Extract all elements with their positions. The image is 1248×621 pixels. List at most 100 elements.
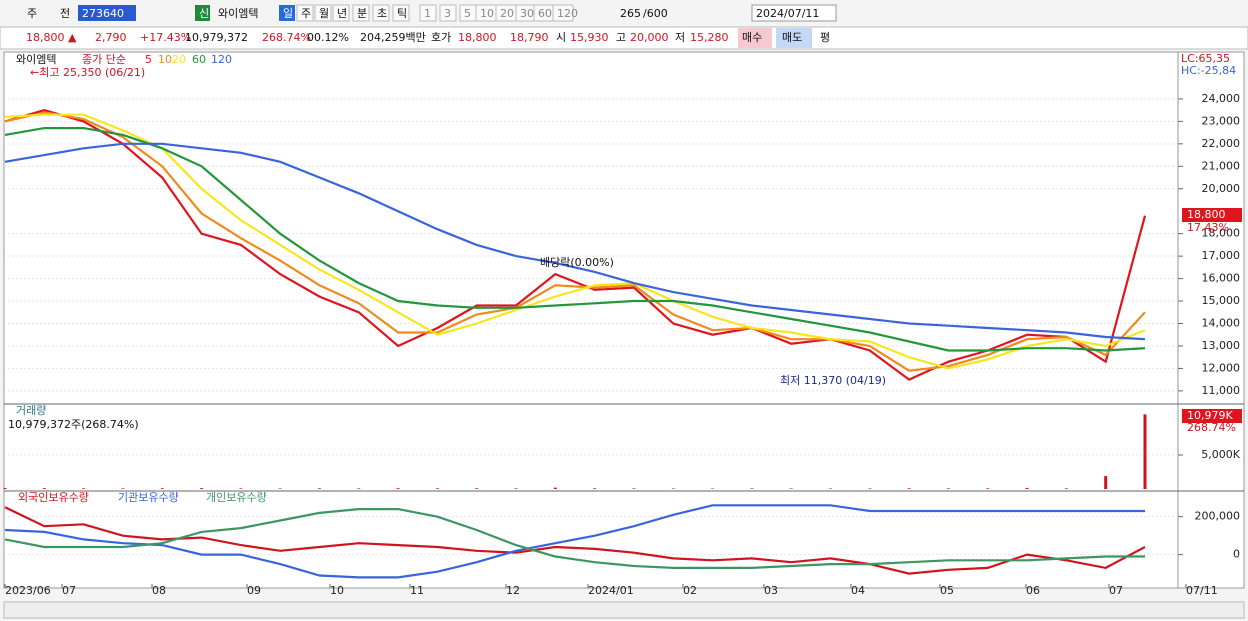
x-tick-label: 07 xyxy=(1109,584,1123,597)
info-text: +17.43% xyxy=(140,31,191,44)
x-tick-label: 06 xyxy=(1026,584,1040,597)
toolbar-text[interactable]: 5 xyxy=(464,7,471,20)
y-tick-label: 16,000 xyxy=(1202,272,1241,285)
period-button[interactable] xyxy=(314,4,332,22)
x-tick-label: 04 xyxy=(851,584,865,597)
plot-area xyxy=(3,51,1179,589)
toolbar-text[interactable]: 전 xyxy=(60,7,70,20)
x-tick-label: 10 xyxy=(330,584,344,597)
period-button[interactable] xyxy=(552,4,574,22)
y-tick-label: 12,000 xyxy=(1202,361,1241,374)
y-tick-label: 11,000 xyxy=(1202,384,1241,397)
price-badge xyxy=(1182,208,1242,222)
x-tick-label: 12 xyxy=(506,584,520,597)
volume-bar xyxy=(671,488,675,489)
volume-bar xyxy=(239,488,243,489)
y-tick-label: 22,000 xyxy=(1202,137,1241,150)
y-tick-label: 14,000 xyxy=(1202,317,1241,330)
x-tick-label: 07/11 xyxy=(1186,584,1218,597)
volume-bar xyxy=(553,487,557,489)
toolbar-text[interactable]: 3 xyxy=(444,7,451,20)
sell-button[interactable] xyxy=(776,28,812,48)
date-input[interactable] xyxy=(751,4,837,22)
period-selected[interactable] xyxy=(279,5,295,21)
panel-title: 거래량 xyxy=(16,404,46,417)
info-text: 00.12% xyxy=(307,31,349,44)
y-tick-label: 24,000 xyxy=(1202,92,1241,105)
panel-subtitle: 종가 단순 xyxy=(82,53,126,66)
period-button[interactable] xyxy=(439,4,457,22)
info-bar xyxy=(0,26,1248,50)
annotation: 268.74% xyxy=(1187,421,1236,434)
info-text: 204,259백만 xyxy=(360,31,426,44)
toolbar-text[interactable]: 분 xyxy=(357,7,367,20)
toolbar-text[interactable]: 년 xyxy=(337,7,347,20)
series-line xyxy=(4,111,1146,372)
volume-bar xyxy=(514,488,518,489)
toolbar-text[interactable]: 일 xyxy=(283,6,293,20)
toolbar-text[interactable]: 2024/07/11 xyxy=(756,7,819,20)
volume-bar xyxy=(593,488,597,489)
toolbar-text[interactable]: 30 xyxy=(520,7,534,20)
volume-bar xyxy=(986,488,990,489)
toolbar-text[interactable]: 월 xyxy=(319,7,329,20)
period-button[interactable] xyxy=(296,4,314,22)
buy-button[interactable] xyxy=(738,28,772,48)
volume-bar xyxy=(396,488,400,489)
toolbar-text[interactable]: 60 xyxy=(538,7,552,20)
toolbar-text[interactable]: 265 xyxy=(620,7,641,20)
toolbar-text[interactable]: 와이엠텍 xyxy=(218,7,258,20)
y-tick-label: 200,000 xyxy=(1195,510,1241,523)
toolbar-text[interactable]: 초 xyxy=(377,7,387,20)
info-text[interactable]: 매도 xyxy=(782,31,802,44)
volume-bar xyxy=(868,488,872,489)
volume-bar xyxy=(789,488,793,489)
info-text: 시 xyxy=(556,31,566,44)
period-button[interactable] xyxy=(372,4,390,22)
series-line xyxy=(4,109,1147,381)
legend-entry: 5 xyxy=(145,53,152,66)
toolbar-text[interactable]: 주 xyxy=(301,7,311,20)
annotation: 10,979K xyxy=(1187,409,1233,422)
volume-bar xyxy=(200,488,204,489)
code-input[interactable] xyxy=(78,5,136,21)
period-button[interactable] xyxy=(392,4,410,22)
toolbar-text[interactable]: 273640 xyxy=(82,7,124,20)
legend-entry: 20 xyxy=(172,53,186,66)
volume-bar xyxy=(1143,414,1147,489)
info-text: 저 xyxy=(675,31,685,44)
y-tick-label: 15,000 xyxy=(1202,294,1241,307)
toolbar-text[interactable]: 틱 xyxy=(397,7,407,20)
toolbar-text[interactable]: 20 xyxy=(500,7,514,20)
volume-bar xyxy=(946,488,950,489)
toolbar-text[interactable]: 1 xyxy=(424,7,431,20)
annotation: HC:-25,84 xyxy=(1181,64,1236,77)
period-button[interactable] xyxy=(352,4,370,22)
y-tick-label: 18,000 xyxy=(1202,227,1241,240)
volume-bar xyxy=(632,488,636,489)
series-line xyxy=(4,127,1146,352)
legend-entry: 기관보유수량 xyxy=(118,491,179,504)
legend-entry: 외국인보유수량 xyxy=(18,491,89,504)
info-text[interactable]: 매수 xyxy=(742,31,762,44)
x-tick-label: 07 xyxy=(62,584,76,597)
annotation: LC:65,35 xyxy=(1181,52,1230,65)
toolbar-text[interactable]: 120 xyxy=(557,7,578,20)
toolbar-text[interactable]: 10 xyxy=(480,7,494,20)
volume-bar xyxy=(1025,487,1029,489)
period-button[interactable] xyxy=(332,4,350,22)
legend-entry: 60 xyxy=(192,53,206,66)
info-text: 고 xyxy=(616,31,626,44)
toolbar-text[interactable]: 신 xyxy=(199,7,209,20)
panel-title: 와이엠텍 xyxy=(16,53,56,66)
volume-bar xyxy=(435,488,439,489)
period-button[interactable] xyxy=(419,4,437,22)
scrollbar[interactable] xyxy=(3,601,1245,619)
volume-bar xyxy=(907,488,911,489)
info-text: 15,930 xyxy=(570,31,609,44)
legend-entry: 120 xyxy=(211,53,232,66)
info-text[interactable]: 평 xyxy=(820,31,830,44)
legend-entry: 10 xyxy=(158,53,172,66)
volume-bar xyxy=(42,488,46,489)
toolbar-text[interactable]: 주 xyxy=(27,7,37,20)
